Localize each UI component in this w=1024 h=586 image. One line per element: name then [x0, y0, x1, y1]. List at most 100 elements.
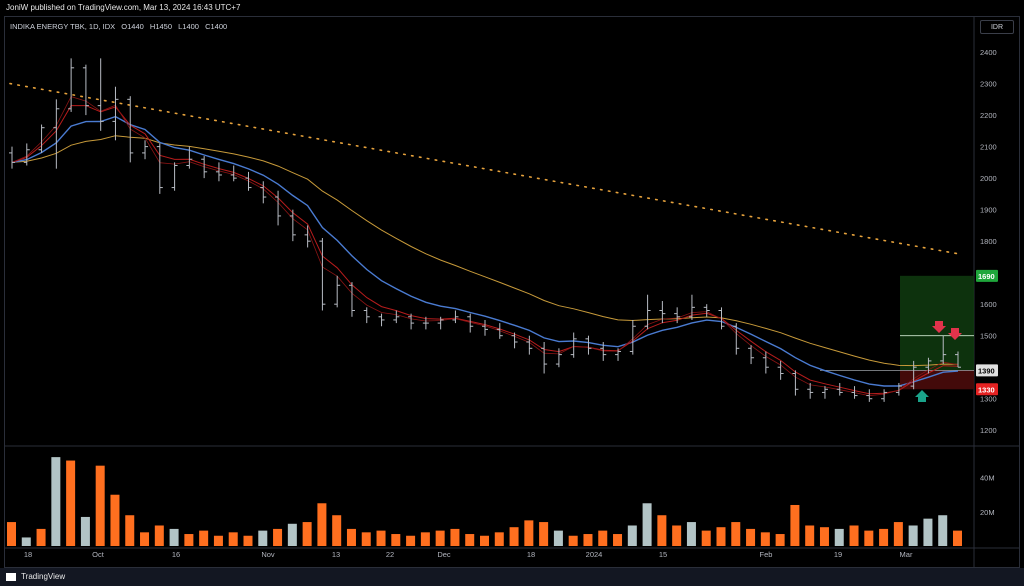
x-tick-label: Nov [261, 550, 275, 559]
volume-bar [80, 516, 90, 546]
volume-bar [465, 534, 475, 546]
volume-bar [199, 530, 209, 546]
y-tick-label: 2000 [980, 174, 997, 183]
symbol-legend: INDIKA ENERGY TBK, 1D, IDX O1440 H1450 L… [10, 22, 231, 31]
volume-bar [302, 522, 312, 546]
y-tick-label: 2400 [980, 48, 997, 57]
volume-bar [598, 530, 608, 546]
volume-bar [7, 522, 16, 546]
volume-bar [66, 460, 76, 546]
volume-bar [154, 525, 164, 546]
volume-bar [243, 535, 253, 546]
price-chart[interactable]: 1200130014001500160017001800190020002100… [0, 0, 1024, 568]
volume-bar [701, 530, 711, 546]
sell-arrow-icon [948, 328, 962, 340]
high-value: H1450 [149, 22, 173, 31]
x-tick-label: 22 [386, 550, 394, 559]
sell-arrow-icon [932, 321, 946, 333]
ma-fast-line [11, 105, 959, 395]
y-tick-label: 2100 [980, 143, 997, 152]
volume-bar [125, 515, 135, 546]
y-tick-label: 2300 [980, 80, 997, 89]
x-tick-label: Mar [900, 550, 913, 559]
x-tick-label: 19 [834, 550, 842, 559]
volume-bar [435, 530, 445, 546]
volume-bar [361, 532, 371, 546]
price-label-text: 1330 [978, 385, 995, 394]
y-tick-label: 1800 [980, 237, 997, 246]
x-tick-label: 18 [24, 550, 32, 559]
volume-bar [834, 528, 844, 546]
volume-bar [864, 530, 874, 546]
y-tick-label: 1300 [980, 395, 997, 404]
volume-bar [613, 534, 623, 546]
volume-bar [228, 532, 238, 546]
volume-tick-label: 40M [980, 474, 995, 483]
buy-arrow-icon [915, 390, 929, 402]
y-tick-label: 1500 [980, 332, 997, 341]
volume-bar [760, 532, 770, 546]
stop-zone [900, 370, 974, 390]
volume-bar [95, 465, 105, 546]
x-tick-label: 15 [659, 550, 667, 559]
volume-bar [686, 522, 696, 546]
volume-tick-label: 20M [980, 508, 995, 517]
brand-label: TradingView [21, 572, 66, 581]
currency-button[interactable]: IDR [980, 20, 1014, 34]
chart-frame [4, 16, 1020, 568]
volume-bar [317, 503, 327, 546]
price-label-box [976, 364, 998, 377]
volume-bar [553, 530, 563, 546]
volume-bar [731, 522, 741, 546]
volume-bar [494, 532, 504, 546]
price-label-box [976, 269, 998, 282]
volume-bar [140, 532, 150, 546]
volume-bar [746, 528, 756, 546]
volume-bar [893, 522, 903, 546]
volume-bar [657, 515, 667, 546]
volume-bar [642, 503, 652, 546]
x-tick-label: Oct [92, 550, 105, 559]
volume-bar [908, 525, 918, 546]
volume-bar [716, 527, 726, 546]
y-tick-label: 2200 [980, 111, 997, 120]
volume-bar [790, 504, 800, 546]
volume-bar [420, 532, 430, 546]
volume-bar [849, 525, 859, 546]
price-label-text: 1390 [978, 366, 995, 375]
volume-bar [627, 525, 637, 546]
volume-bar [376, 530, 386, 546]
volume-bar [406, 535, 416, 546]
volume-bar [480, 535, 489, 546]
volume-bar [332, 515, 342, 546]
volume-bar [539, 522, 549, 546]
x-tick-label: Dec [437, 550, 451, 559]
volume-bar [524, 520, 534, 546]
volume-bar [273, 528, 283, 546]
close-value: C1400 [205, 22, 228, 31]
volume-bar [346, 528, 356, 546]
volume-bar [287, 523, 297, 546]
volume-bar [923, 518, 933, 546]
volume-bar [583, 534, 593, 546]
open-value: O1440 [121, 22, 144, 31]
publish-text: JoniW published on TradingView.com, Mar … [6, 3, 241, 12]
y-tick-label: 1600 [980, 300, 997, 309]
volume-bar [879, 528, 889, 546]
ma-long-line [11, 135, 959, 367]
tradingview-logo-icon [6, 572, 16, 581]
x-tick-label: 13 [332, 550, 340, 559]
symbol-name: INDIKA ENERGY TBK, 1D, IDX [10, 22, 116, 31]
volume-bar [21, 537, 31, 546]
volume-bar [258, 530, 268, 546]
volume-bar [953, 530, 962, 546]
volume-bar [184, 534, 194, 546]
volume-bar [36, 528, 46, 546]
y-tick-label: 1200 [980, 426, 997, 435]
volume-bar [775, 534, 785, 546]
x-tick-label: 18 [527, 550, 535, 559]
volume-bar [938, 515, 948, 546]
x-tick-label: Feb [760, 550, 773, 559]
ma-mid-line [11, 115, 959, 387]
x-tick-label: 2024 [586, 550, 603, 559]
